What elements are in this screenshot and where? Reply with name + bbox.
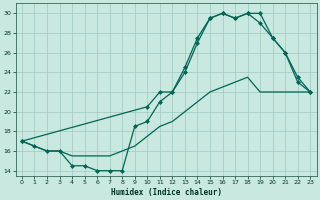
X-axis label: Humidex (Indice chaleur): Humidex (Indice chaleur) [111, 188, 221, 197]
